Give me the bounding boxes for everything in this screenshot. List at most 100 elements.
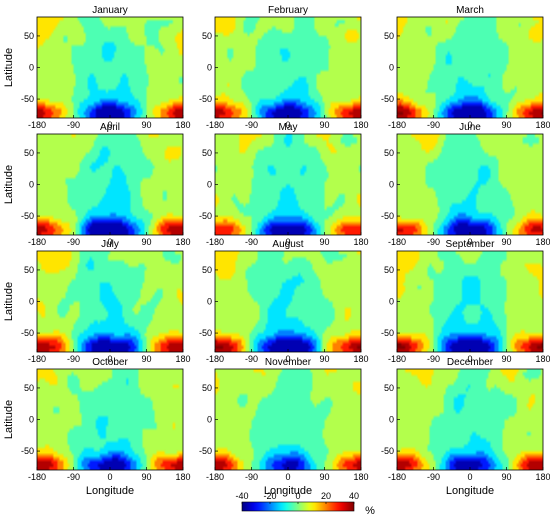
x-tick-label: -90 <box>67 120 80 130</box>
x-tick-label: 180 <box>353 237 368 247</box>
y-tick-label: 50 <box>384 31 394 41</box>
y-tick-label: -50 <box>381 94 394 104</box>
x-tick-label: 0 <box>107 472 112 482</box>
panel-title: April <box>100 122 120 133</box>
y-tick-label: 50 <box>24 31 34 41</box>
panel-title: July <box>101 239 119 250</box>
x-tick-label: -90 <box>427 472 440 482</box>
x-tick-label: 90 <box>319 354 329 364</box>
y-tick-label: -50 <box>381 211 394 221</box>
y-tick-label: -50 <box>21 94 34 104</box>
contour-field <box>215 134 361 235</box>
x-tick-label: -90 <box>427 120 440 130</box>
panel-title: September <box>446 239 496 250</box>
contour-field <box>37 134 183 235</box>
y-tick-label: 0 <box>389 180 394 190</box>
x-tick-label: 90 <box>141 472 151 482</box>
panel-may: May -180 -90 0 90 180 50 0 -50 <box>199 122 369 247</box>
x-tick-label: 0 <box>467 120 472 130</box>
contour-field <box>397 369 543 470</box>
panel-march: March -180 -90 0 90 180 50 0 -50 <box>381 5 550 130</box>
colorbar-unit: % <box>365 505 375 517</box>
x-tick-label: -90 <box>245 472 258 482</box>
x-tick-label: 180 <box>535 237 550 247</box>
y-tick-label: 0 <box>389 415 394 425</box>
colorbar-tick-label: -40 <box>235 491 248 501</box>
y-tick-label: 50 <box>202 31 212 41</box>
y-tick-label: 0 <box>207 297 212 307</box>
panels: January -180 -90 0 90 180 50 0 -50 Latitude Februa… <box>3 5 550 497</box>
panel-june: June -180 -90 0 90 180 50 0 -50 <box>381 122 550 247</box>
x-tick-label: 90 <box>141 120 151 130</box>
y-tick-label: 50 <box>384 383 394 393</box>
colorbar: -40 -20 0 20 40% <box>235 491 375 517</box>
y-tick-label: 0 <box>389 297 394 307</box>
colorbar-tick-label: 40 <box>349 491 359 501</box>
x-tick-label: 0 <box>467 472 472 482</box>
x-tick-label: 90 <box>141 354 151 364</box>
x-tick-label: 180 <box>175 237 190 247</box>
x-tick-label: 90 <box>501 120 511 130</box>
panel-january: January -180 -90 0 90 180 50 0 -50 Latitude <box>3 5 191 130</box>
x-tick-label: -90 <box>427 237 440 247</box>
x-tick-label: 90 <box>501 472 511 482</box>
y-tick-label: 0 <box>29 415 34 425</box>
y-tick-label: 0 <box>207 63 212 73</box>
x-tick-label: 0 <box>107 354 112 364</box>
panel-september: September -180 -90 0 90 180 50 0 -50 <box>381 239 550 364</box>
y-tick-label: -50 <box>199 94 212 104</box>
colorbar-tick-label: 20 <box>321 491 331 501</box>
x-tick-label: 0 <box>285 237 290 247</box>
y-axis-label: Latitude <box>3 165 15 204</box>
y-tick-label: -50 <box>21 211 34 221</box>
x-tick-label: 0 <box>107 120 112 130</box>
x-axis-label: Longitude <box>86 485 134 497</box>
x-tick-label: -180 <box>28 237 46 247</box>
x-tick-label: -180 <box>388 354 406 364</box>
x-tick-label: 180 <box>175 472 190 482</box>
colorbar-tick-label: 0 <box>295 491 300 501</box>
x-tick-label: 0 <box>285 472 290 482</box>
x-tick-label: -90 <box>245 354 258 364</box>
x-tick-label: -180 <box>388 237 406 247</box>
x-tick-label: 180 <box>353 472 368 482</box>
x-tick-label: 180 <box>175 120 190 130</box>
y-tick-label: 50 <box>202 383 212 393</box>
contour-field <box>215 369 361 470</box>
y-tick-label: 0 <box>207 180 212 190</box>
panel-october: October -180 -90 0 90 180 50 0 -50 Latitude Longit… <box>3 357 191 497</box>
panel-title: March <box>456 5 484 16</box>
y-tick-label: -50 <box>199 211 212 221</box>
panel-title: December <box>447 357 494 368</box>
x-tick-label: -180 <box>28 472 46 482</box>
contour-field <box>37 251 183 352</box>
panel-title: January <box>92 5 128 16</box>
x-tick-label: 90 <box>501 354 511 364</box>
x-tick-label: 90 <box>141 237 151 247</box>
x-tick-label: -180 <box>28 354 46 364</box>
x-tick-label: 90 <box>501 237 511 247</box>
panel-title: May <box>279 122 298 133</box>
contour-field <box>215 251 361 352</box>
panel-title: June <box>459 122 481 133</box>
x-tick-label: -180 <box>28 120 46 130</box>
x-tick-label: -180 <box>206 472 224 482</box>
y-tick-label: 0 <box>389 63 394 73</box>
contour-field <box>397 17 543 118</box>
x-tick-label: -90 <box>67 354 80 364</box>
y-tick-label: 50 <box>384 148 394 158</box>
y-tick-label: -50 <box>381 446 394 456</box>
y-tick-label: -50 <box>381 328 394 338</box>
y-axis-label: Latitude <box>3 282 15 321</box>
x-tick-label: -180 <box>206 237 224 247</box>
x-tick-label: 180 <box>353 354 368 364</box>
y-tick-label: 0 <box>29 180 34 190</box>
x-tick-label: 180 <box>535 354 550 364</box>
contour-field <box>37 369 183 470</box>
x-tick-label: 0 <box>467 354 472 364</box>
x-tick-label: 180 <box>175 354 190 364</box>
x-tick-label: -180 <box>388 120 406 130</box>
y-axis-label: Latitude <box>3 400 15 439</box>
x-tick-label: -90 <box>245 237 258 247</box>
